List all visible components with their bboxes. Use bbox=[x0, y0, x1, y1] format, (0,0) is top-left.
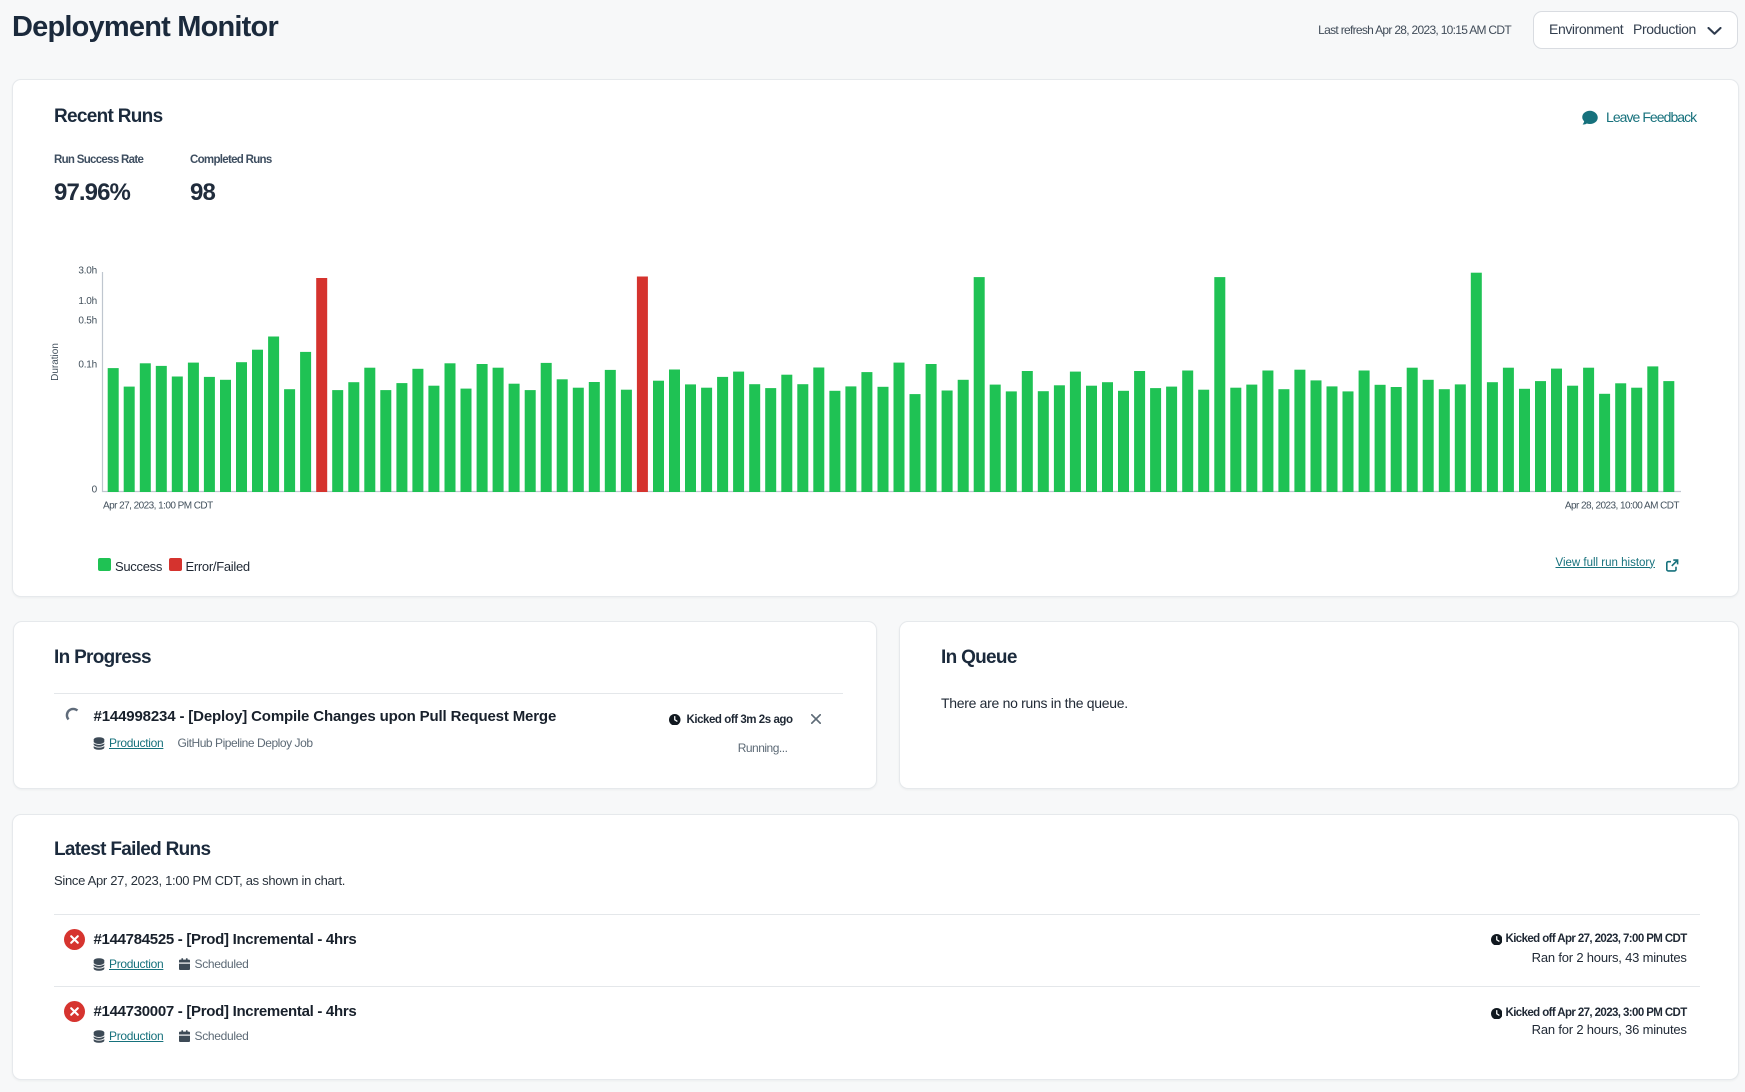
svg-text:0: 0 bbox=[92, 485, 98, 496]
svg-text:0.1h: 0.1h bbox=[78, 360, 97, 371]
svg-text:Duration: Duration bbox=[50, 343, 61, 381]
svg-text:Apr 28, 2023, 10:00 AM CDT: Apr 28, 2023, 10:00 AM CDT bbox=[1565, 501, 1680, 512]
svg-text:Apr 27, 2023, 1:00 PM CDT: Apr 27, 2023, 1:00 PM CDT bbox=[103, 501, 213, 512]
svg-text:1.0h: 1.0h bbox=[78, 296, 97, 307]
svg-text:0.5h: 0.5h bbox=[78, 316, 97, 327]
svg-text:3.0h: 3.0h bbox=[78, 266, 97, 277]
